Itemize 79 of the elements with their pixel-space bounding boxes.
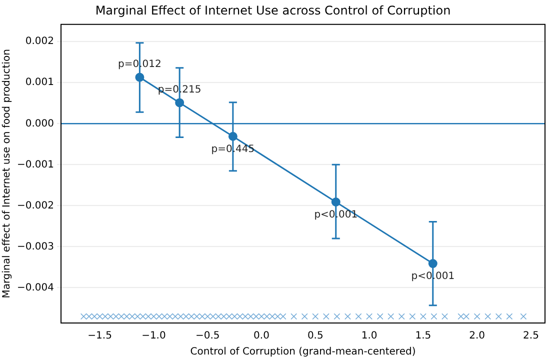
point xyxy=(376,313,384,320)
point xyxy=(204,313,211,320)
point xyxy=(484,313,492,320)
point xyxy=(80,313,87,320)
point xyxy=(166,313,174,320)
point xyxy=(274,313,281,320)
point xyxy=(252,313,260,320)
x-tick-label: 1.0 xyxy=(361,330,378,342)
point xyxy=(124,313,130,320)
point xyxy=(150,313,157,320)
point xyxy=(430,313,438,320)
point xyxy=(269,313,276,320)
point xyxy=(112,313,120,320)
point xyxy=(301,313,308,320)
point xyxy=(312,313,319,320)
point xyxy=(280,313,286,320)
point xyxy=(102,313,108,320)
point xyxy=(420,313,426,320)
point xyxy=(247,313,254,320)
point xyxy=(236,313,244,320)
point xyxy=(409,313,416,320)
point xyxy=(188,313,195,320)
point xyxy=(264,313,270,320)
point xyxy=(520,313,527,320)
point xyxy=(495,313,502,320)
point xyxy=(140,313,146,320)
point xyxy=(344,313,351,320)
y-tick-label: 0.001 xyxy=(25,77,54,88)
point xyxy=(182,313,190,320)
point xyxy=(210,313,216,320)
chart-title: Marginal Effect of Internet Use across Control of Corruption xyxy=(95,3,451,18)
y-tick-label: 0.002 xyxy=(25,36,54,48)
y-tick-label: −0.003 xyxy=(16,241,54,252)
x-tick-label: 2.0 xyxy=(469,330,486,342)
x-tick-label: −1.5 xyxy=(88,330,112,342)
y-tick-label: −0.004 xyxy=(16,282,54,294)
point xyxy=(442,313,448,320)
y-tick-label: 0.000 xyxy=(25,118,54,130)
point xyxy=(156,313,162,320)
point xyxy=(86,313,92,320)
x-tick-label: 0.5 xyxy=(307,330,324,342)
point xyxy=(398,313,405,320)
point xyxy=(334,313,340,320)
point xyxy=(231,313,238,320)
point xyxy=(388,313,394,320)
point xyxy=(458,313,464,320)
point xyxy=(290,313,298,320)
point xyxy=(161,313,168,320)
point xyxy=(128,313,136,320)
y-axis-title: Marginal effect of Internet use on food production xyxy=(2,49,13,298)
x-tick-label: −0.5 xyxy=(195,330,220,342)
point xyxy=(198,313,206,320)
x-tick-label: 0.0 xyxy=(254,330,270,342)
y-tick-label: −0.001 xyxy=(16,159,54,170)
point xyxy=(322,313,330,320)
point xyxy=(194,313,200,320)
point xyxy=(366,313,373,320)
point xyxy=(177,313,184,320)
x-tick-label: 1.5 xyxy=(415,330,432,342)
point xyxy=(215,313,222,320)
point xyxy=(91,313,98,320)
point xyxy=(355,313,362,320)
point xyxy=(506,313,513,320)
point xyxy=(145,313,152,320)
point xyxy=(226,313,232,320)
point xyxy=(258,313,265,320)
y-tick-label: −0.002 xyxy=(16,200,54,212)
point xyxy=(172,313,178,320)
point xyxy=(134,313,141,320)
x-tick-label: −1.0 xyxy=(142,330,166,342)
x-tick-label: 2.5 xyxy=(523,330,539,342)
point xyxy=(96,313,104,320)
x-axis-title: Control of Corruption (grand-mean-centered) xyxy=(190,346,416,358)
point xyxy=(242,313,249,320)
point xyxy=(107,313,114,320)
point xyxy=(220,313,228,320)
point xyxy=(463,313,470,320)
point xyxy=(118,313,125,320)
point xyxy=(474,313,480,320)
